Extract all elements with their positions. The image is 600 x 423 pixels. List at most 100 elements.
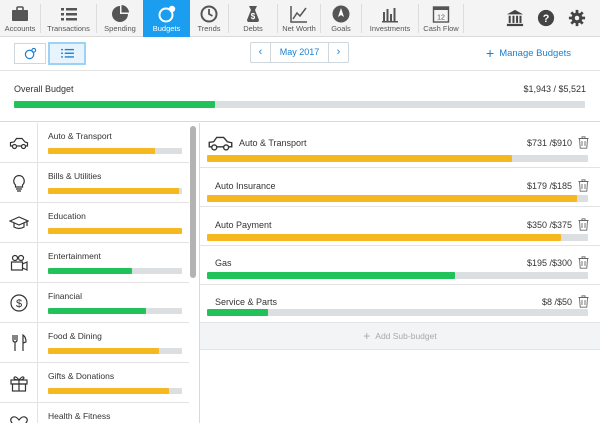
svg-text:$: $ [251, 12, 256, 21]
subbudget-progress-bar [207, 272, 588, 279]
nav-accounts[interactable]: Accounts [0, 0, 40, 37]
progress-fill [48, 268, 133, 274]
nav-cash-flow[interactable]: 12 Cash Flow [419, 0, 463, 37]
category-item[interactable]: Food & Dining [0, 323, 189, 363]
progress-fill [207, 272, 455, 279]
plus-icon: + [363, 329, 371, 343]
category-header[interactable]: Auto & Transport $731 /$910 [200, 123, 600, 168]
category-header-name: Auto & Transport [239, 138, 307, 148]
nav-trends[interactable]: Trends [190, 0, 228, 37]
budgets-icon [24, 47, 37, 60]
category-list: Auto & Transport Bills & Utilities Educa… [0, 123, 200, 423]
previous-month-button[interactable]: ‹ [251, 43, 271, 62]
manage-budgets-button[interactable]: + Manage Budgets [486, 45, 571, 61]
category-name: Health & Fitness [48, 411, 111, 421]
nav-budgets[interactable]: Budgets [143, 0, 190, 37]
briefcase-icon [12, 6, 28, 21]
subbudget-row[interactable]: Auto Insurance $179 /$185 [200, 168, 600, 207]
category-progress-bar [48, 308, 182, 314]
category-name: Auto & Transport [48, 131, 112, 141]
category-item[interactable]: $ Financial [0, 283, 189, 323]
trash-icon[interactable] [578, 256, 589, 269]
list-view-button[interactable] [48, 42, 86, 65]
overall-budget-amount: $1,943 / $5,521 [523, 84, 586, 94]
progress-fill [48, 148, 156, 154]
help-icon[interactable]: ? [537, 9, 555, 27]
next-month-button[interactable]: › [328, 43, 348, 62]
subbudget-row[interactable]: Gas $195 /$300 [200, 246, 600, 285]
bank-icon[interactable] [506, 9, 524, 27]
subbudget-progress-bar [207, 309, 588, 316]
category-name: Entertainment [48, 251, 101, 261]
progress-fill [14, 101, 215, 108]
nav-label: Goals [331, 24, 351, 33]
gear-icon[interactable] [568, 9, 586, 27]
category-item[interactable]: Entertainment [0, 243, 189, 283]
category-name: Financial [48, 291, 83, 301]
car-icon [9, 137, 29, 150]
subbudget-progress-bar [207, 234, 588, 241]
subbudget-name: Auto Insurance [215, 181, 276, 191]
subbudget-amount: $350 /$375 [526, 220, 572, 230]
gift-icon [10, 376, 28, 392]
subbudget-progress-bar [207, 195, 588, 202]
subbudget-amount: $179 /$185 [526, 181, 572, 191]
category-progress-bar [48, 268, 182, 274]
nav-label: Budgets [152, 24, 181, 33]
heart-icon [10, 416, 28, 423]
category-item[interactable]: Education [0, 203, 189, 243]
bar-chart-icon [382, 8, 398, 23]
category-progress-bar [48, 388, 182, 394]
category-item[interactable]: Gifts & Donations [0, 363, 189, 403]
add-subbudget-label: Add Sub-budget [375, 331, 437, 341]
dollar-circle-icon: $ [10, 294, 28, 312]
category-list-scrollbar[interactable] [190, 126, 196, 278]
trash-icon[interactable] [578, 218, 589, 231]
nav-transactions[interactable]: Transactions [41, 0, 96, 37]
current-month[interactable]: May 2017 [279, 47, 320, 57]
nav-label: Transactions [47, 24, 90, 33]
trash-icon[interactable] [578, 295, 589, 308]
nav-debts[interactable]: $ Debts [229, 0, 277, 37]
money-bag-icon: $ [247, 6, 259, 22]
subbudget-name: Service & Parts [215, 297, 278, 307]
clock-icon [200, 5, 218, 23]
calendar-day: 12 [437, 15, 445, 22]
progress-fill [207, 155, 512, 162]
calendar-icon: 12 [432, 6, 450, 23]
nav-net-worth[interactable]: Net Worth [278, 0, 320, 37]
budgets-icon [158, 5, 175, 23]
category-name: Education [48, 211, 86, 221]
utensils-icon [12, 333, 27, 351]
progress-fill [207, 234, 562, 241]
progress-fill [48, 388, 169, 394]
category-item[interactable]: Health & Fitness [0, 403, 189, 423]
add-subbudget-button[interactable]: + Add Sub-budget [200, 323, 600, 350]
overall-budget-progress-bar [14, 101, 585, 108]
category-progress-bar [48, 348, 182, 354]
chart-view-button[interactable] [14, 43, 46, 64]
overall-budget-title: Overall Budget [14, 84, 74, 94]
nav-spending[interactable]: Spending [97, 0, 143, 37]
trash-icon[interactable] [578, 179, 589, 192]
category-header-progress-bar [207, 155, 588, 162]
nav-investments[interactable]: Investments [362, 0, 418, 37]
manage-budgets-label: Manage Budgets [499, 48, 572, 59]
subbudget-row[interactable]: Auto Payment $350 /$375 [200, 207, 600, 246]
category-progress-bar [48, 148, 182, 154]
compass-icon [332, 5, 350, 23]
category-item[interactable]: Auto & Transport [0, 123, 189, 163]
progress-fill [48, 348, 160, 354]
nav-goals[interactable]: Goals [321, 0, 361, 37]
trash-icon[interactable] [578, 136, 589, 149]
nav-label: Trends [197, 24, 221, 33]
list-icon [60, 8, 77, 21]
nav-label: Net Worth [282, 24, 316, 33]
subbudget-amount: $8 /$50 [541, 297, 572, 307]
category-progress-bar [48, 228, 182, 234]
subbudget-name: Gas [215, 258, 232, 268]
category-item[interactable]: Bills & Utilities [0, 163, 189, 203]
budget-detail: Auto & Transport $731 /$910 Auto Insuran… [200, 123, 600, 423]
category-name: Food & Dining [48, 331, 102, 341]
subbudget-row[interactable]: Service & Parts $8 /$50 [200, 285, 600, 323]
